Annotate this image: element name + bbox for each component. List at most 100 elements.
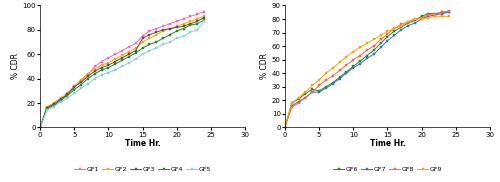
GF4 [188,24,194,26]
GF4 [50,104,56,106]
GF3 [194,20,200,22]
GF5 [140,53,145,55]
GF8 [282,126,288,128]
GF4 [132,52,138,54]
Line: GF1: GF1 [39,11,205,128]
GF5 [188,31,194,33]
GF7 [418,18,424,20]
GF8 [336,69,342,72]
GF7 [392,34,398,36]
GF2 [98,64,104,66]
GF2 [153,34,159,36]
Line: GF5: GF5 [39,20,205,128]
GF9 [418,18,424,20]
GF8 [439,11,445,13]
GF5 [174,37,180,39]
GF2 [50,102,56,104]
GF7 [446,11,452,13]
GF1 [106,57,112,59]
GF2 [44,106,50,108]
GF2 [201,15,207,17]
GF9 [405,21,411,23]
GF8 [392,27,398,30]
GF1 [85,74,91,76]
GF9 [336,61,342,64]
GF1 [180,18,186,20]
GF3 [146,34,152,36]
GF7 [439,13,445,15]
Line: GF4: GF4 [39,19,205,128]
GF8 [323,79,329,81]
GF5 [180,35,186,37]
GF5 [37,126,43,128]
GF4 [174,30,180,32]
GF3 [126,53,132,55]
GF4 [140,47,145,49]
GF1 [153,27,159,30]
GF5 [153,47,159,49]
GF2 [119,54,125,57]
GF6 [336,76,342,78]
GF5 [126,62,132,64]
GF6 [310,88,316,91]
GF6 [350,65,356,68]
GF5 [71,92,77,94]
GF9 [378,34,384,36]
GF3 [180,25,186,27]
GF6 [323,86,329,88]
GF6 [439,11,445,13]
GF1 [78,80,84,82]
GF3 [106,64,112,66]
GF1 [146,30,152,32]
GF3 [64,93,70,96]
GF2 [188,20,194,22]
GF1 [194,13,200,15]
GF6 [371,49,377,51]
Line: GF7: GF7 [284,11,450,128]
GF1 [64,93,70,96]
GF4 [58,100,64,102]
GF5 [146,50,152,52]
GF1 [50,103,56,105]
Line: GF8: GF8 [284,10,450,128]
GF3 [167,27,173,30]
GF1 [132,42,138,44]
GF6 [392,30,398,32]
GF8 [446,10,452,12]
GF5 [106,71,112,74]
GF9 [364,42,370,44]
Line: GF6: GF6 [284,11,450,128]
GF9 [289,102,295,104]
GF1 [98,60,104,63]
GF3 [50,103,56,105]
GF2 [112,58,118,60]
GF6 [384,35,390,38]
GF1 [160,25,166,27]
GF8 [371,45,377,47]
GF1 [188,15,194,17]
GF8 [384,33,390,35]
GF1 [37,126,43,128]
GF1 [58,98,64,100]
GF5 [58,101,64,103]
GF5 [167,41,173,43]
GF9 [426,17,432,19]
GF9 [323,72,329,74]
GF4 [106,67,112,69]
GF1 [140,35,145,37]
GF7 [384,40,390,42]
GF8 [357,54,363,57]
GF3 [58,98,64,100]
GF5 [98,74,104,76]
GF9 [392,27,398,30]
GF8 [405,21,411,23]
GF9 [302,91,308,93]
GF8 [289,106,295,108]
GF9 [357,46,363,49]
GF8 [378,38,384,40]
GF3 [98,67,104,69]
GF4 [112,63,118,65]
GF7 [364,57,370,59]
Legend: GF1, GF2, GF3, GF4, GF5: GF1, GF2, GF3, GF4, GF5 [74,167,211,173]
GF9 [432,15,438,17]
